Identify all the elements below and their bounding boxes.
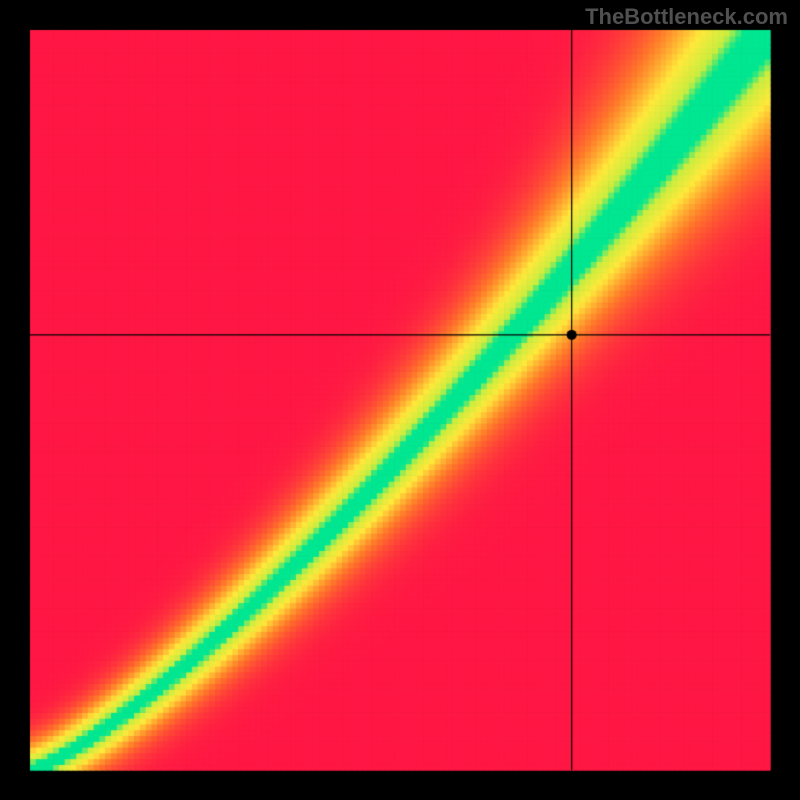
watermark-text: TheBottleneck.com xyxy=(585,4,788,30)
bottleneck-heatmap xyxy=(0,0,800,800)
